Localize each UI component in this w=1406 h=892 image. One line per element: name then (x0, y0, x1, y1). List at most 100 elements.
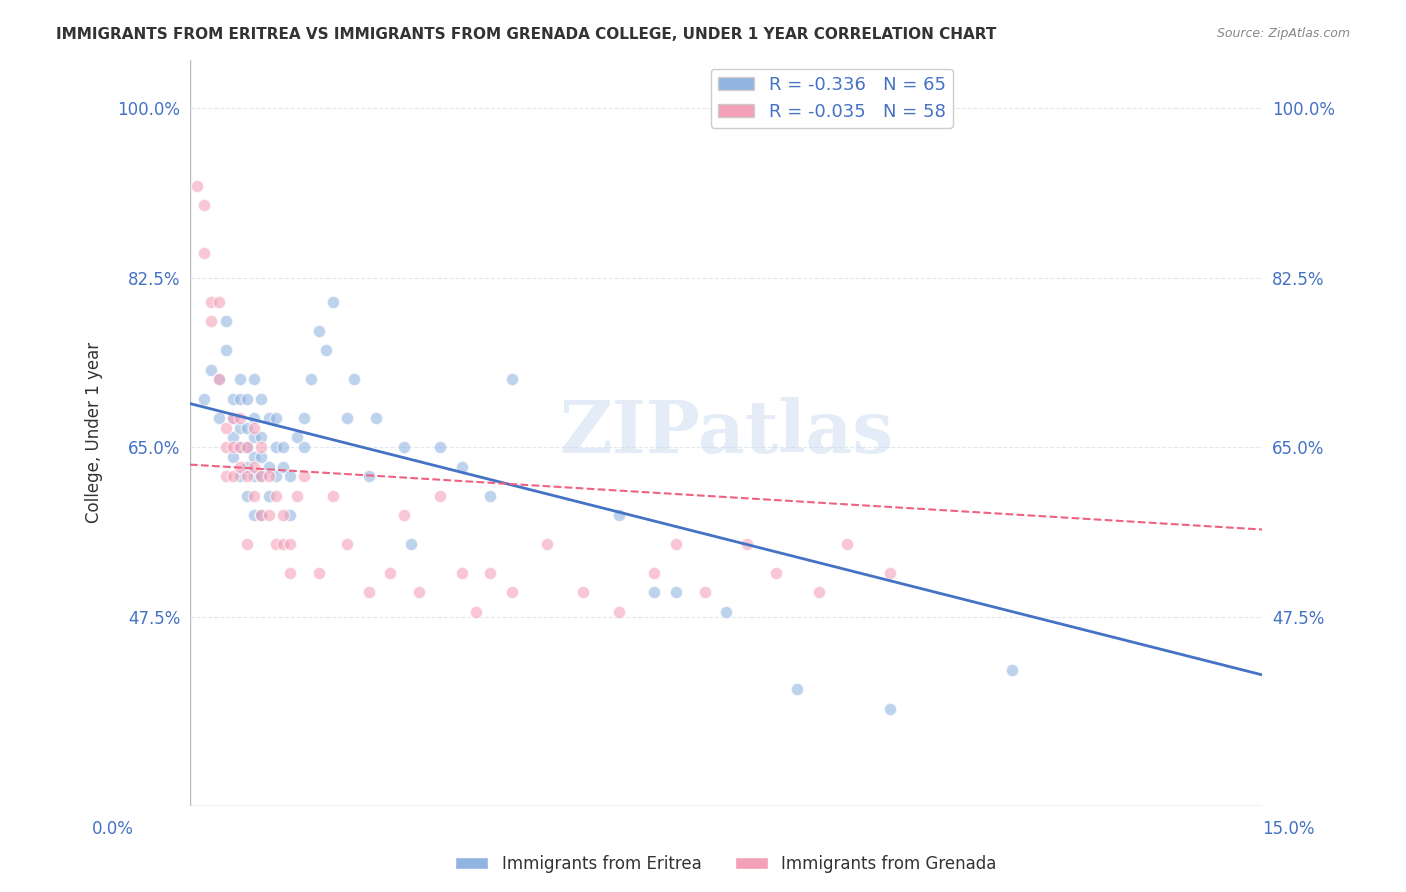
Point (429, 489, 451, 503)
Point (214, 314, 236, 328)
Point (271, 537, 294, 551)
Point (250, 440, 273, 454)
Point (193, 198, 215, 212)
Point (236, 489, 259, 503)
Point (207, 372, 229, 386)
Point (186, 178, 208, 193)
Point (222, 392, 245, 406)
Point (250, 430, 273, 444)
Point (222, 440, 245, 454)
Point (343, 372, 366, 386)
Point (257, 469, 280, 483)
Point (807, 585, 830, 599)
Point (1001, 663, 1024, 677)
Point (285, 430, 308, 444)
Point (336, 411, 359, 425)
Point (236, 469, 259, 483)
Point (607, 605, 630, 619)
Point (200, 294, 222, 309)
Point (308, 566, 330, 580)
Text: 0.0%: 0.0% (91, 821, 134, 838)
Point (607, 508, 630, 522)
Point (357, 585, 380, 599)
Point (572, 585, 595, 599)
Point (214, 421, 236, 435)
Point (250, 392, 273, 406)
Point (250, 469, 273, 483)
Point (394, 508, 416, 522)
Point (464, 605, 486, 619)
Point (394, 440, 416, 454)
Point (665, 537, 688, 551)
Point (236, 421, 259, 435)
Point (200, 314, 222, 328)
Point (229, 459, 252, 474)
Point (364, 411, 387, 425)
Point (214, 440, 236, 454)
Point (292, 440, 315, 454)
Point (450, 459, 472, 474)
Point (250, 450, 273, 464)
Text: 15.0%: 15.0% (1263, 821, 1315, 838)
Point (236, 440, 259, 454)
Point (786, 682, 808, 697)
Point (536, 537, 558, 551)
Point (193, 246, 215, 260)
Point (322, 489, 344, 503)
Point (243, 469, 266, 483)
Point (222, 411, 245, 425)
Point (257, 411, 280, 425)
Point (450, 566, 472, 580)
Point (765, 566, 787, 580)
Point (250, 508, 273, 522)
Point (479, 566, 502, 580)
Point (336, 537, 359, 551)
Text: ZIPatlas: ZIPatlas (560, 397, 893, 468)
Point (200, 362, 222, 376)
Point (243, 459, 266, 474)
Point (378, 566, 401, 580)
Point (644, 566, 666, 580)
Point (236, 537, 259, 551)
Point (243, 450, 266, 464)
Point (879, 566, 901, 580)
Point (229, 440, 252, 454)
Point (257, 508, 280, 522)
Point (271, 459, 294, 474)
Point (193, 392, 215, 406)
Point (278, 508, 301, 522)
Point (285, 489, 308, 503)
Point (737, 537, 759, 551)
Point (243, 372, 266, 386)
Legend: R = -0.336   N = 65, R = -0.035   N = 58: R = -0.336 N = 65, R = -0.035 N = 58 (711, 69, 953, 128)
Point (243, 430, 266, 444)
Point (236, 459, 259, 474)
Text: IMMIGRANTS FROM ERITREA VS IMMIGRANTS FROM GRENADA COLLEGE, UNDER 1 YEAR CORRELA: IMMIGRANTS FROM ERITREA VS IMMIGRANTS FR… (56, 27, 997, 42)
Point (837, 537, 859, 551)
Point (229, 421, 252, 435)
Point (271, 508, 294, 522)
Point (264, 411, 287, 425)
Point (271, 440, 294, 454)
Point (264, 489, 287, 503)
Point (243, 421, 266, 435)
Point (214, 343, 236, 358)
Point (214, 469, 236, 483)
Point (408, 585, 430, 599)
Point (501, 372, 523, 386)
Point (479, 489, 502, 503)
Y-axis label: College, Under 1 year: College, Under 1 year (86, 342, 103, 524)
Point (429, 440, 451, 454)
Point (278, 469, 301, 483)
Point (222, 411, 245, 425)
Point (243, 411, 266, 425)
Point (222, 450, 245, 464)
Point (278, 537, 301, 551)
Point (665, 585, 688, 599)
Point (250, 508, 273, 522)
Point (257, 459, 280, 474)
Point (207, 294, 229, 309)
Point (315, 343, 337, 358)
Point (278, 566, 301, 580)
Point (222, 430, 245, 444)
